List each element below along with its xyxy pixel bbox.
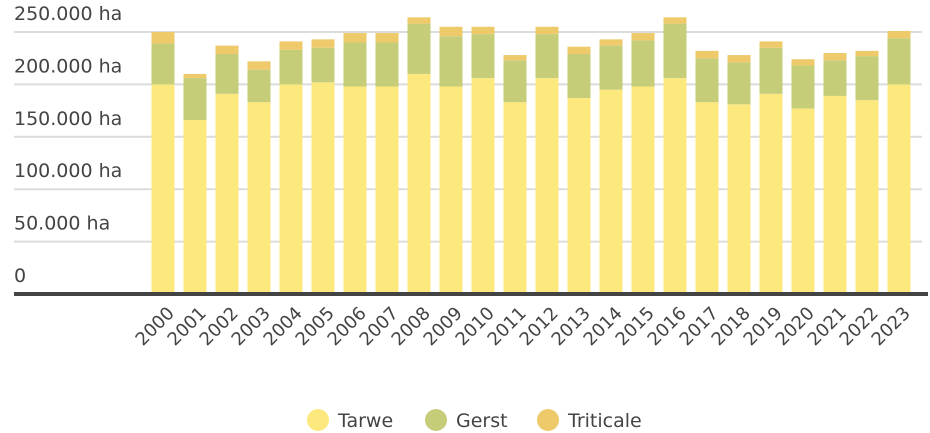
bar-segment	[311, 39, 335, 48]
bar-segment	[471, 26, 495, 35]
bar-segment	[887, 84, 911, 295]
bar-segment	[695, 102, 719, 294]
bar-segment	[695, 50, 719, 59]
bar-segment	[247, 102, 271, 294]
bar-segment	[695, 58, 719, 103]
bar-segment	[439, 86, 463, 294]
bar-segment	[343, 42, 367, 87]
bar-segment	[407, 73, 431, 294]
bar-segment	[503, 55, 527, 61]
bar-segment	[855, 56, 879, 101]
y-tick-label: 0	[14, 265, 26, 287]
bar-segment	[599, 39, 623, 46]
bar-segment	[887, 30, 911, 39]
bar-segment	[791, 65, 815, 109]
bar-segment	[759, 93, 783, 294]
bar-segment	[567, 54, 591, 99]
bar-segment	[151, 43, 175, 85]
bar-segment	[759, 47, 783, 94]
bar-segment	[823, 95, 847, 294]
bar-segment	[567, 98, 591, 294]
bar-segment	[791, 108, 815, 294]
bar-segment	[183, 73, 207, 79]
bar-segment	[887, 38, 911, 85]
bar-segment	[503, 102, 527, 294]
legend-swatch	[307, 409, 329, 431]
bar-segment	[727, 104, 751, 294]
bar-segment	[279, 41, 303, 50]
legend-swatch	[537, 409, 559, 431]
bar-segment	[823, 60, 847, 96]
bar-segment	[567, 46, 591, 55]
bar-segment	[599, 45, 623, 90]
bar-segment	[535, 34, 559, 79]
bar-segment	[375, 86, 399, 294]
bar-segment	[183, 78, 207, 121]
y-tick-label: 250.000 ha	[14, 3, 122, 25]
bar-segment	[823, 52, 847, 61]
bar-segment	[535, 78, 559, 294]
bar-segment	[375, 33, 399, 43]
bar-segment	[151, 32, 175, 44]
bar-segment	[535, 26, 559, 35]
bar-segment	[215, 93, 239, 294]
bar-segment	[855, 50, 879, 57]
legend-label: Tarwe	[337, 410, 393, 432]
legend-label: Triticale	[567, 410, 642, 432]
bar-segment	[247, 69, 271, 103]
bar-segment	[727, 62, 751, 105]
bar-segment	[183, 120, 207, 294]
bar-segment	[279, 49, 303, 85]
bar-segment	[727, 55, 751, 63]
bar-segment	[631, 40, 655, 87]
y-tick-label: 50.000 ha	[14, 213, 110, 235]
bar-segment	[663, 23, 687, 79]
bar-segment	[247, 61, 271, 70]
bar-segment	[663, 78, 687, 294]
y-tick-label: 150.000 ha	[14, 108, 122, 130]
bar-segment	[343, 86, 367, 294]
bar-segment	[439, 26, 463, 37]
bar-segment	[407, 17, 431, 24]
bar-segment	[279, 84, 303, 295]
bar-segment	[759, 41, 783, 48]
bar-segment	[631, 86, 655, 294]
bar-segment	[439, 36, 463, 87]
bar-segment	[471, 34, 495, 79]
bar-segment	[151, 84, 175, 295]
bar-segment	[215, 45, 239, 55]
legend-swatch	[425, 409, 447, 431]
legend-label: Gerst	[456, 410, 508, 432]
bar-segment	[599, 89, 623, 294]
bar-segment	[311, 82, 335, 294]
bar-segment	[855, 100, 879, 295]
bar-segment	[631, 33, 655, 41]
bar-segment	[471, 78, 495, 294]
bar-segment	[343, 33, 367, 43]
bar-segment	[503, 60, 527, 103]
bar-segment	[791, 59, 815, 66]
bar-segment	[215, 54, 239, 94]
bar-segment	[407, 23, 431, 74]
bar-segment	[311, 47, 335, 83]
y-tick-label: 100.000 ha	[14, 160, 122, 182]
bar-segment	[663, 17, 687, 24]
bar-segment	[375, 42, 399, 87]
y-tick-label: 200.000 ha	[14, 55, 122, 77]
